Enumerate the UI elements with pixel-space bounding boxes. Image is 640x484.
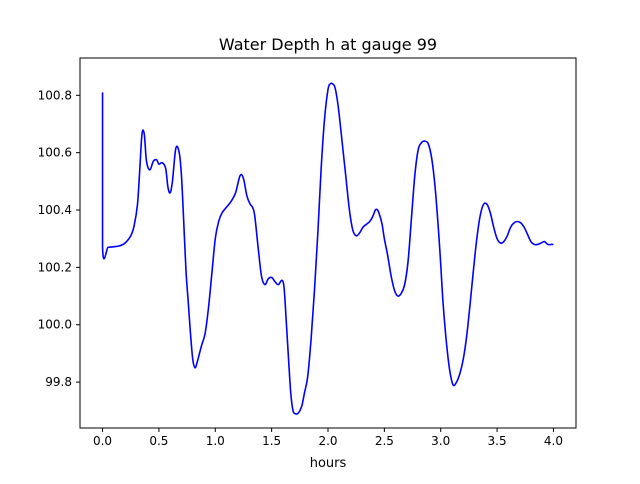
- x-tick-label: 2.0: [318, 434, 337, 448]
- x-tick-label: 2.5: [375, 434, 394, 448]
- y-axis-ticks: 99.8 100.0 100.2 100.4 100.6 100.8: [38, 88, 80, 389]
- series-line: [101, 82, 554, 415]
- x-tick-label: 4.0: [544, 434, 563, 448]
- x-axis-ticks: 0.0 0.5 1.0 1.5 2.0 2.5 3.0 3.5 4.0: [93, 428, 563, 448]
- plot-lines: [101, 82, 554, 415]
- x-tick-label: 3.5: [488, 434, 507, 448]
- y-tick-label: 99.8: [45, 375, 72, 389]
- y-tick-label: 100.4: [38, 203, 72, 217]
- y-tick-label: 100.8: [38, 88, 72, 102]
- y-tick-label: 100.6: [38, 146, 72, 160]
- y-tick-label: 100.0: [38, 318, 72, 332]
- y-tick-label: 100.2: [38, 260, 72, 274]
- x-tick-label: 1.5: [262, 434, 281, 448]
- plot-area-frame: [79, 57, 577, 429]
- x-tick-label: 0.0: [93, 434, 112, 448]
- x-axis-label: hours: [310, 456, 347, 471]
- x-tick-label: 0.5: [149, 434, 168, 448]
- chart-title: Water Depth h at gauge 99: [219, 35, 437, 54]
- x-tick-label: 3.0: [431, 434, 450, 448]
- x-tick-label: 1.0: [206, 434, 225, 448]
